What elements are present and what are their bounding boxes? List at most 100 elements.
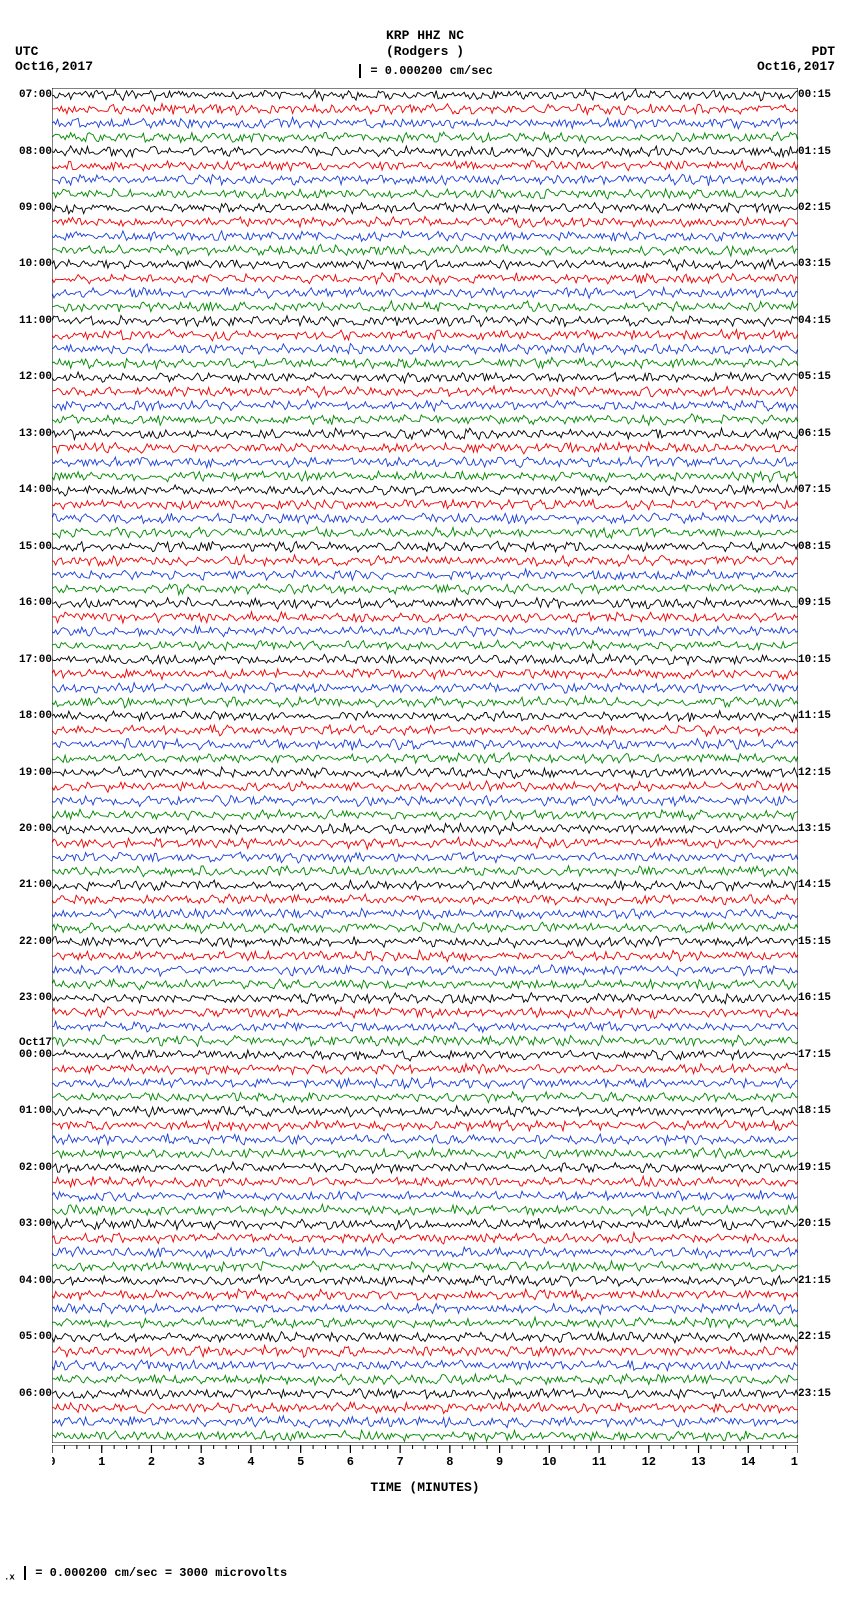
trace-line	[52, 372, 798, 383]
right-hour-label: 23:15	[798, 1389, 831, 1400]
left-hour-label: 04:00	[19, 1276, 52, 1287]
trace-line	[52, 795, 798, 806]
station-title: KRP HHZ NC	[0, 28, 850, 43]
left-hour-label: 19:00	[19, 768, 52, 779]
x-tick-label: 0	[52, 1455, 56, 1469]
trace-line	[52, 683, 798, 694]
left-hour-label: 11:00	[19, 316, 52, 327]
x-tick-label: 3	[198, 1455, 205, 1469]
trace-line	[52, 1360, 798, 1371]
trace-line	[52, 428, 798, 440]
footer-text: = 0.000200 cm/sec = 3000 microvolts	[28, 1567, 287, 1581]
timezone-left: UTC Oct16,2017	[15, 44, 93, 74]
right-hour-label: 15:15	[798, 937, 831, 948]
trace-line	[52, 1092, 798, 1103]
trace-line	[52, 386, 798, 397]
trace-line	[52, 781, 798, 792]
trace-line	[52, 161, 798, 171]
trace-line	[52, 809, 798, 820]
left-hour-label: 20:00	[19, 824, 52, 835]
x-tick-label: 1	[98, 1455, 105, 1469]
trace-line	[52, 1374, 798, 1385]
left-hour-label: 12:00	[19, 372, 52, 383]
left-hour-label: 14:00	[19, 485, 52, 496]
trace-line	[52, 1402, 798, 1413]
right-hour-label: 05:15	[798, 372, 831, 383]
seismogram-container: KRP HHZ NC (Rodgers ) = 0.000200 cm/sec …	[0, 0, 850, 1613]
right-hour-label: 22:15	[798, 1332, 831, 1343]
trace-line	[52, 725, 798, 736]
trace-line	[52, 316, 798, 327]
trace-line	[52, 753, 798, 764]
trace-line	[52, 837, 798, 849]
trace-line	[52, 711, 798, 722]
x-tick-label: 11	[592, 1455, 606, 1469]
trace-line	[52, 500, 798, 510]
x-axis-label: TIME (MINUTES)	[0, 1480, 850, 1495]
tz-right-date: Oct16,2017	[757, 59, 835, 74]
trace-line	[52, 584, 798, 595]
trace-line	[52, 1388, 798, 1399]
scale-bar-icon	[359, 64, 361, 78]
trace-line	[52, 358, 798, 369]
scale-text: = 0.000200 cm/sec	[363, 64, 493, 78]
trace-line	[52, 471, 798, 482]
trace-line	[52, 1332, 798, 1343]
footer-prefix: .x	[4, 1573, 15, 1583]
x-tick-label: 6	[347, 1455, 354, 1469]
x-tick-label: 12	[642, 1455, 656, 1469]
trace-line	[52, 1050, 798, 1061]
trace-line	[52, 1317, 798, 1328]
trace-line	[52, 1303, 798, 1314]
trace-line	[52, 1289, 798, 1301]
trace-line	[52, 89, 798, 101]
tz-left-date: Oct16,2017	[15, 59, 93, 74]
trace-line	[52, 612, 798, 623]
trace-line	[52, 880, 798, 891]
trace-line	[52, 132, 798, 143]
x-tick-label: 2	[148, 1455, 155, 1469]
trace-line	[52, 117, 798, 129]
trace-line	[52, 1120, 798, 1131]
tz-right-label: PDT	[757, 44, 835, 59]
right-hour-label: 14:15	[798, 880, 831, 891]
right-hour-label: 19:15	[798, 1163, 831, 1174]
left-hour-label: 08:00	[19, 147, 52, 158]
trace-line	[52, 1218, 798, 1230]
trace-line	[52, 922, 798, 933]
trace-line	[52, 569, 798, 580]
trace-line	[52, 175, 798, 186]
trace-line	[52, 1021, 798, 1032]
trace-line	[52, 669, 798, 680]
left-hour-label: 09:00	[19, 203, 52, 214]
trace-line	[52, 993, 798, 1004]
trace-line	[52, 259, 798, 271]
right-hour-label: 08:15	[798, 542, 831, 553]
left-hour-label: 22:00	[19, 937, 52, 948]
tz-left-label: UTC	[15, 44, 93, 59]
trace-line	[52, 217, 798, 228]
right-hour-labels: 00:1501:1502:1503:1504:1505:1506:1507:15…	[798, 88, 842, 1443]
trace-line	[52, 231, 798, 241]
trace-line	[52, 203, 798, 214]
right-hour-label: 18:15	[798, 1106, 831, 1117]
trace-line	[52, 654, 798, 665]
right-hour-label: 11:15	[798, 711, 831, 722]
footer-scale-bar-icon	[24, 1566, 26, 1580]
left-hour-label: 05:00	[19, 1332, 52, 1343]
trace-line	[52, 979, 798, 990]
x-tick-label: 10	[542, 1455, 556, 1469]
x-axis: 0123456789101112131415	[52, 1445, 798, 1475]
left-hour-labels: 07:0008:0009:0010:0011:0012:0013:0014:00…	[8, 88, 52, 1443]
trace-line	[52, 1345, 798, 1357]
trace-line	[52, 287, 798, 298]
x-axis-svg: 0123456789101112131415	[52, 1445, 798, 1475]
trace-line	[52, 1233, 798, 1245]
trace-line	[52, 1416, 798, 1428]
right-hour-label: 20:15	[798, 1219, 831, 1230]
trace-line	[52, 823, 798, 835]
right-hour-label: 01:15	[798, 147, 831, 158]
timezone-right: PDT Oct16,2017	[757, 44, 835, 74]
trace-line	[52, 894, 798, 905]
date-break-label: Oct17	[19, 1038, 52, 1049]
